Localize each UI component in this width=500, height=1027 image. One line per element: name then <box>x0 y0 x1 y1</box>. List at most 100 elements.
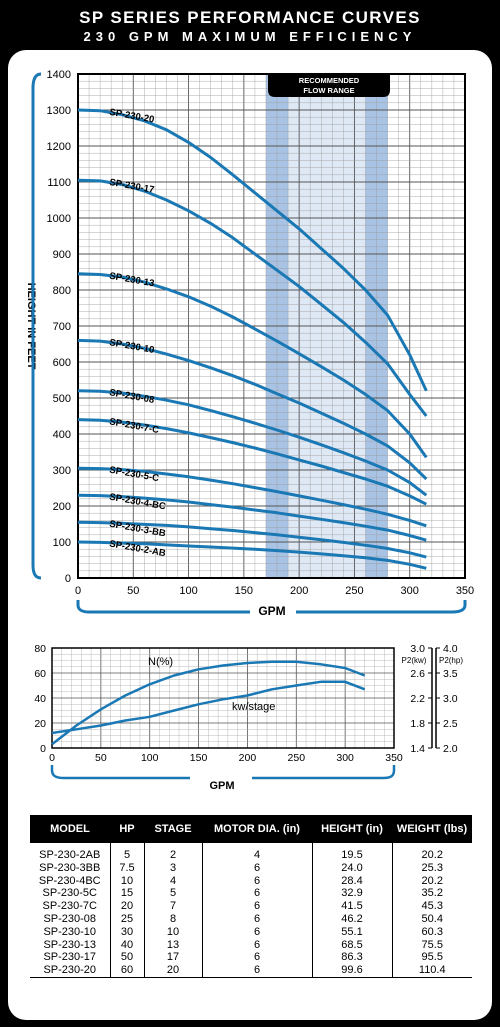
eff-x-bracket <box>50 765 396 780</box>
table-row: SP-230-5C 15 5 6 32.9 35.2 <box>30 887 472 901</box>
table-row: SP-230-2AB 5 2 4 19.5 20.2 <box>30 843 472 862</box>
y-tick-label: 1300 <box>47 105 71 117</box>
y-tick-label: 200 <box>53 501 71 513</box>
table-cell: 17 <box>143 951 202 965</box>
efficiency-curve <box>51 660 366 746</box>
y-tick-label: 1400 <box>47 69 71 81</box>
eff-x-tick-label: 50 <box>95 752 107 764</box>
table-cell: 40 <box>109 938 144 952</box>
table-cell: 55.1 <box>311 925 392 939</box>
table-cell: 68.5 <box>311 938 392 952</box>
curve-sp-230-4-bc <box>77 493 427 542</box>
table-cell: SP-230-4BC <box>38 874 101 887</box>
table-cell: 7.5 <box>109 861 144 875</box>
curve-sp-230-7-c <box>77 418 427 506</box>
table-cell: 46.2 <box>311 912 392 926</box>
table-cell: 20.2 <box>391 874 472 888</box>
table-cell: 19.5 <box>311 843 392 862</box>
curve-label: SP-230-7-C <box>108 416 159 436</box>
curve-sp-230-17 <box>77 178 428 417</box>
table-cell: 6 <box>201 887 312 901</box>
recommended-flow-label: RECOMMENDED <box>299 76 360 85</box>
main-ylabel: HEIGHT IN FEET <box>25 283 37 370</box>
y-tick-label: 700 <box>53 321 71 333</box>
eff-y-tick-label: 40 <box>34 693 46 705</box>
main-chart: SP-230-20SP-230-17SP-230-13SP-230-10SP-2… <box>47 69 475 597</box>
table-cell: 4 <box>201 843 312 862</box>
col-header-weight: WEIGHT (lbs) <box>392 815 472 843</box>
kw-axis-label: P2(kw) <box>402 656 427 665</box>
hp-tick-label: 2.5 <box>443 718 458 730</box>
eff-x-tick-label: 300 <box>336 752 354 764</box>
kw-tick-label: 1.8 <box>410 718 425 730</box>
main-xlabel: GPM <box>258 604 285 618</box>
table-row: SP-230-17 50 17 6 86.3 95.5 <box>30 951 472 965</box>
curve-label: SP-230-17 <box>108 177 155 196</box>
y-tick-label: 0 <box>65 573 71 585</box>
col-header-motor-dia: MOTOR DIA. (in) <box>202 815 312 843</box>
recommended-flow-annotation: RECOMMENDED FLOW RANGE <box>268 74 390 97</box>
table-cell: 20.2 <box>391 843 472 862</box>
col-header-hp: HP <box>110 815 144 843</box>
table-cell: 20 <box>109 900 144 913</box>
table-row: SP-230-4BC 10 4 6 28.4 20.2 <box>30 874 472 888</box>
table-cell: SP-230-20 <box>30 964 110 978</box>
eff-y-tick-label: 20 <box>34 718 46 730</box>
curve-sp-230-5-c <box>77 466 427 528</box>
table-cell: 24.0 <box>311 861 392 875</box>
eff-x-tick-label: 250 <box>288 752 306 764</box>
x-tick-label: 150 <box>235 585 253 597</box>
y-tick-label: 1000 <box>47 213 71 225</box>
x-tick-label: 200 <box>290 585 308 597</box>
table-row: SP-230-13 40 13 6 68.5 75.5 <box>30 938 472 952</box>
table-cell: 50 <box>109 951 144 965</box>
series-label-kw-stage: kw/stage <box>232 701 275 713</box>
table-cell: 2 <box>143 843 202 862</box>
y-axis-bracket <box>31 72 42 580</box>
page-subtitle: 230 GPM MAXIMUM EFFICIENCY <box>83 29 417 44</box>
eff-x-tick-label: 0 <box>49 752 55 764</box>
y-tick-label: 300 <box>53 465 71 477</box>
table-cell: 45.3 <box>391 900 472 913</box>
col-header-model: MODEL <box>30 815 110 843</box>
table-cell: 28.4 <box>311 874 392 888</box>
table-cell: SP-230-2AB <box>39 849 101 861</box>
curve-label: SP-230-4-BC <box>108 492 166 513</box>
eff-x-tick-label: 200 <box>239 752 257 764</box>
y-tick-label: 400 <box>53 429 71 441</box>
curve-sp-230-08 <box>77 389 428 497</box>
table-row: SP-230-10 30 10 6 55.1 60.3 <box>30 925 472 939</box>
x-tick-label: 300 <box>401 585 419 597</box>
curve-label: SP-230-08 <box>108 387 155 406</box>
curve-sp-230-2-ab <box>77 540 427 570</box>
table-cell: SP-230-17 <box>43 951 97 964</box>
curve-label: SP-230-3-BB <box>108 519 166 540</box>
table-cell: 6 <box>201 861 312 875</box>
kw-tick-label: 1.4 <box>410 743 425 755</box>
table-cell: 5 <box>143 887 202 901</box>
y-tick-label: 100 <box>53 537 71 549</box>
curve-sp-230-10 <box>77 338 428 481</box>
table-cell: SP-230-10 <box>43 925 97 938</box>
hp-tick-label: 3.0 <box>443 693 458 705</box>
y-tick-label: 1100 <box>47 177 71 189</box>
table-cell: SP-230-3BB <box>39 861 101 874</box>
table-cell: 60 <box>109 964 144 978</box>
page-title: SP SERIES PERFORMANCE CURVES <box>79 8 421 27</box>
table-cell: 13 <box>143 938 202 952</box>
table-cell: 6 <box>201 964 312 978</box>
table-cell: 6 <box>201 951 312 965</box>
table-row: SP-230-7C 20 7 6 41.5 45.3 <box>30 900 472 913</box>
table-cell: 10 <box>143 925 202 939</box>
table-cell: 35.2 <box>391 887 472 901</box>
kw-stage-curve <box>51 680 366 735</box>
recommended-flow-label-2: FLOW RANGE <box>303 86 354 95</box>
table-cell: 15 <box>109 887 144 901</box>
table-cell: 8 <box>143 912 202 926</box>
table-cell: 110.4 <box>391 964 472 978</box>
y-tick-label: 600 <box>53 357 71 369</box>
eff-x-tick-label: 150 <box>190 752 208 764</box>
table-cell: SP-230-13 <box>43 938 97 951</box>
